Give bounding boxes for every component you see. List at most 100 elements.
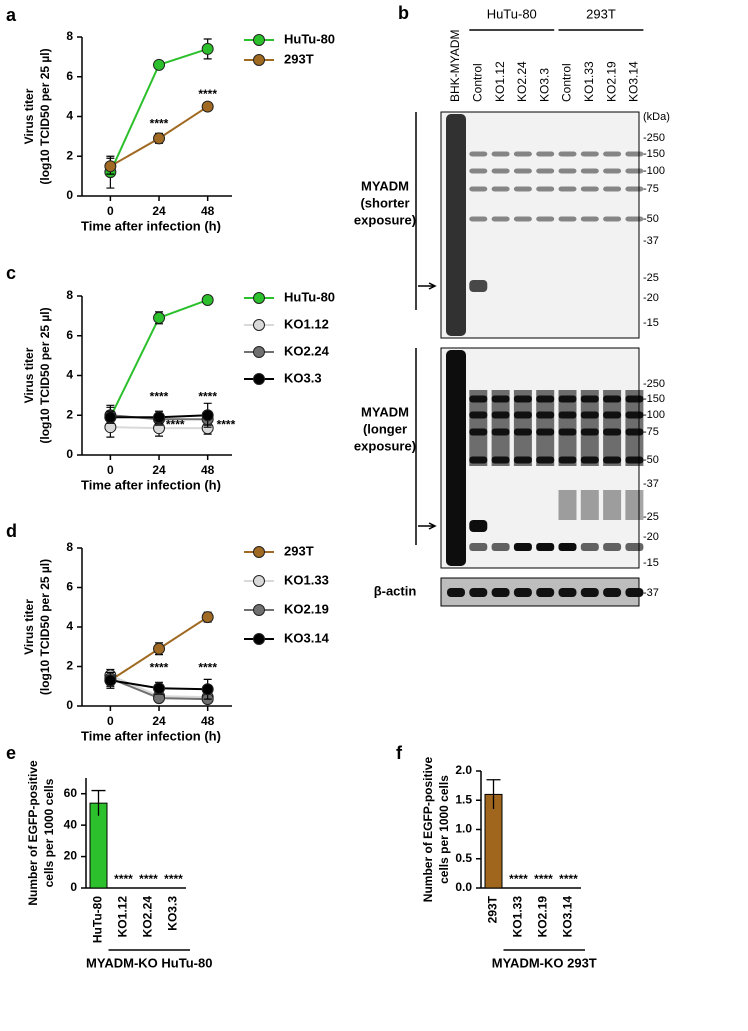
band [447, 588, 465, 597]
arrow [418, 522, 437, 530]
annotation: **** [150, 117, 169, 131]
band [469, 390, 488, 466]
blot-label: exposure) [354, 212, 416, 227]
legend-label: 293T [284, 543, 314, 558]
band [558, 543, 577, 551]
annotation: **** [150, 661, 169, 675]
annotation: **** [114, 872, 133, 886]
marker-label: -150 [643, 393, 665, 405]
band [491, 186, 510, 192]
bar [89, 802, 108, 889]
error-bar [486, 779, 501, 810]
y-tick-label: 60 [64, 786, 78, 800]
point [201, 42, 214, 55]
legend-marker [253, 633, 265, 645]
y-tick-label: 0.5 [455, 851, 472, 865]
annotation: **** [217, 417, 236, 431]
point [153, 58, 166, 71]
band [625, 186, 644, 192]
marker-label: -20 [643, 292, 659, 304]
marker-label: -25 [643, 511, 659, 523]
band [603, 588, 622, 597]
band [469, 168, 488, 174]
annotation: **** [139, 872, 158, 886]
band [491, 588, 510, 597]
band [469, 543, 488, 551]
y-tick-label: 0 [70, 880, 77, 894]
point [104, 411, 117, 424]
y-tick-label: 0 [66, 188, 73, 202]
band [603, 186, 622, 192]
band [536, 186, 555, 192]
y-tick-label: 8 [66, 540, 73, 554]
point [201, 409, 214, 422]
band [580, 543, 599, 551]
legend-label: KO3.14 [284, 630, 330, 645]
y-tick-label: 8 [66, 288, 73, 302]
y-tick-label: 0.0 [455, 880, 472, 894]
band [558, 168, 577, 174]
marker-label: -25 [643, 272, 659, 284]
lane-label: Control [470, 63, 484, 102]
band [625, 588, 644, 597]
legend-marker [253, 319, 265, 331]
point [153, 642, 166, 655]
band [558, 390, 577, 466]
band [446, 114, 466, 336]
legend-label: KO2.24 [284, 343, 330, 358]
marker-label: -100 [643, 409, 665, 421]
annotation: **** [150, 390, 169, 404]
y-tick-label: 1.5 [455, 792, 472, 806]
y-tick-label: 2 [66, 148, 73, 162]
band [513, 543, 532, 551]
legend-marker [253, 54, 265, 66]
marker-label: -75 [643, 183, 659, 195]
y-tick-label: 0 [66, 698, 73, 712]
y-tick-label: 6 [66, 328, 73, 342]
band [513, 151, 532, 157]
band [625, 543, 644, 551]
band [580, 588, 599, 597]
marker-label: -250 [643, 132, 665, 144]
x-tick-label: 48 [201, 714, 215, 728]
band [603, 216, 622, 222]
band [603, 543, 622, 551]
band [536, 168, 555, 174]
x-tick-label: 48 [201, 463, 215, 477]
marker-label: -15 [643, 557, 659, 569]
point [104, 160, 117, 173]
point [104, 674, 117, 687]
legend-marker [253, 346, 265, 358]
blot-label: MYADM [361, 404, 409, 419]
band [580, 490, 599, 520]
y-tick-label: 40 [64, 817, 78, 831]
band [513, 186, 532, 192]
band [536, 390, 555, 466]
y-axis-label: Virus titer [22, 599, 36, 655]
y-tick-label: 2 [66, 659, 73, 673]
band [625, 168, 644, 174]
y-tick-label: 20 [64, 849, 78, 863]
annotation: **** [509, 872, 528, 886]
lane-label: KO2.24 [515, 61, 529, 102]
band [625, 151, 644, 157]
band [491, 216, 510, 222]
x-tick-label: 48 [201, 204, 215, 218]
band [603, 390, 622, 466]
point [153, 311, 166, 324]
marker-label: -75 [643, 426, 659, 438]
y-axis-label: Number of EGFP-positive [421, 757, 435, 903]
marker-label: -20 [643, 531, 659, 543]
y-tick-label: 2.0 [455, 763, 472, 777]
group-label: 293T [586, 6, 616, 21]
lane-label: KO1.12 [493, 61, 507, 102]
panel-label: f [396, 743, 403, 763]
y-axis-label: (log10 TCID50 per 25 µl) [38, 307, 52, 443]
marker-label: -37 [643, 235, 659, 247]
y-axis-label: cells per 1000 cells [437, 775, 451, 884]
band [513, 168, 532, 174]
annotation: **** [164, 872, 183, 886]
marker-label: -250 [643, 378, 665, 390]
band [558, 216, 577, 222]
band [491, 168, 510, 174]
